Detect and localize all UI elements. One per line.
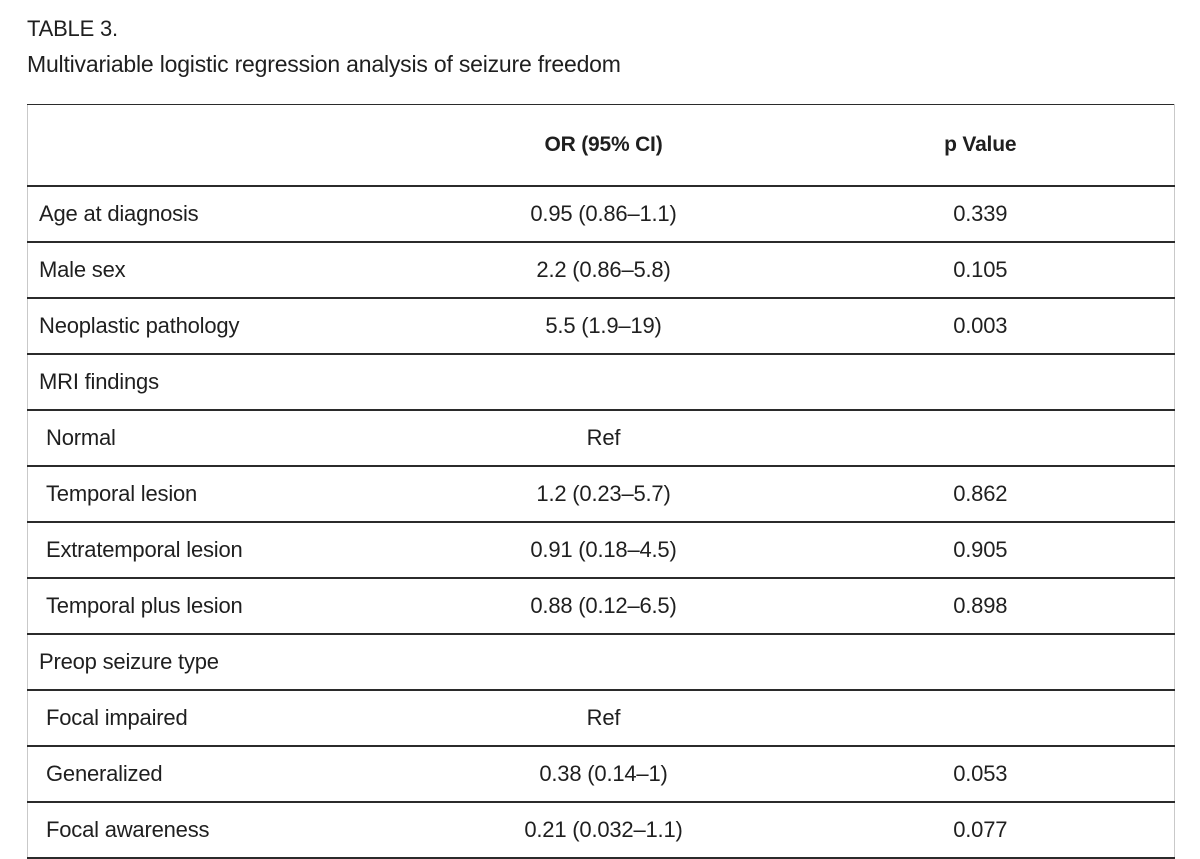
regression-table: OR (95% CI) p Value Age at diagnosis 0.9…	[27, 104, 1175, 859]
row-label: Normal	[27, 409, 421, 466]
table-caption: TABLE 3. Multivariable logistic regressi…	[0, 0, 1200, 82]
or-value: 0.95 (0.86–1.1)	[420, 185, 787, 242]
column-header-pvalue: p Value	[944, 133, 1017, 156]
or-value: 0.38 (0.14–1)	[420, 745, 787, 802]
table-title: Multivariable logistic regression analys…	[27, 51, 621, 77]
or-value: 0.21 (0.032–1.1)	[420, 801, 787, 858]
row-label: Male sex	[27, 241, 421, 298]
or-value: 5.5 (1.9–19)	[420, 297, 787, 354]
or-value: 1.2 (0.23–5.7)	[420, 465, 787, 522]
or-value	[420, 353, 787, 410]
table-group-row: MRI findings	[27, 353, 1175, 410]
p-value: 0.339	[786, 185, 1175, 242]
header-row: OR (95% CI) p Value	[28, 105, 1175, 187]
row-label: Age at diagnosis	[27, 185, 421, 242]
row-label: Neoplastic pathology	[27, 297, 421, 354]
table-group-row: Preop seizure type	[27, 633, 1175, 690]
table-row: Neoplastic pathology 5.5 (1.9–19) 0.003	[27, 297, 1175, 354]
group-label: Preop seizure type	[27, 633, 421, 690]
p-value	[786, 689, 1175, 746]
table-row: Age at diagnosis 0.95 (0.86–1.1) 0.339	[27, 185, 1175, 242]
group-label: MRI findings	[27, 353, 421, 410]
p-value	[786, 409, 1175, 466]
p-value	[786, 633, 1175, 690]
table-number-label: TABLE 3.	[27, 16, 118, 41]
row-label: Generalized	[27, 745, 421, 802]
row-label: Extratemporal lesion	[27, 521, 421, 578]
p-value: 0.003	[786, 297, 1175, 354]
or-value: Ref	[420, 689, 787, 746]
row-label: Focal awareness	[27, 801, 421, 858]
column-header-or: OR (95% CI)	[544, 133, 663, 156]
table-row: Focal awareness 0.21 (0.032–1.1) 0.077	[27, 801, 1175, 858]
or-value: 0.91 (0.18–4.5)	[420, 521, 787, 578]
row-label: Temporal lesion	[27, 465, 421, 522]
column-header-empty	[28, 105, 421, 187]
table-row: Extratemporal lesion 0.91 (0.18–4.5) 0.9…	[27, 521, 1175, 578]
or-value: 0.88 (0.12–6.5)	[420, 577, 787, 634]
p-value: 0.905	[786, 521, 1175, 578]
p-value: 0.898	[786, 577, 1175, 634]
or-value: Ref	[420, 409, 787, 466]
p-value: 0.862	[786, 465, 1175, 522]
p-value: 0.077	[786, 801, 1175, 858]
table-row: Focal impaired Ref	[27, 689, 1175, 746]
table-row: Male sex 2.2 (0.86–5.8) 0.105	[27, 241, 1175, 298]
or-value: 2.2 (0.86–5.8)	[420, 241, 787, 298]
table-row: Temporal lesion 1.2 (0.23–5.7) 0.862	[27, 465, 1175, 522]
p-value	[786, 353, 1175, 410]
table-row: Normal Ref	[27, 409, 1175, 466]
table-row: Temporal plus lesion 0.88 (0.12–6.5) 0.8…	[27, 577, 1175, 634]
p-value: 0.053	[786, 745, 1175, 802]
p-value: 0.105	[786, 241, 1175, 298]
row-label: Temporal plus lesion	[27, 577, 421, 634]
row-label: Focal impaired	[27, 689, 421, 746]
or-value	[420, 633, 787, 690]
table-row: Generalized 0.38 (0.14–1) 0.053	[27, 745, 1175, 802]
